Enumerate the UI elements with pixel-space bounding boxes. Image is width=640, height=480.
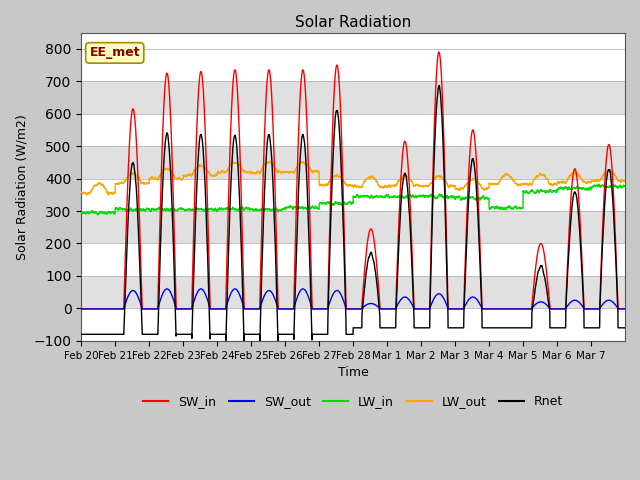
SW_out: [621, 306, 629, 312]
LW_out: [77, 190, 85, 195]
LW_in: [621, 183, 629, 189]
SW_out: [163, 286, 171, 292]
SW_in: [403, 143, 410, 149]
Rnet: [502, 325, 510, 331]
SW_out: [502, 306, 510, 312]
SW_in: [435, 49, 443, 55]
LW_out: [621, 178, 629, 184]
Line: SW_out: SW_out: [81, 289, 625, 309]
Legend: SW_in, SW_out, LW_in, LW_out, Rnet: SW_in, SW_out, LW_in, LW_out, Rnet: [138, 390, 568, 413]
LW_in: [77, 210, 85, 216]
Line: Rnet: Rnet: [81, 85, 625, 343]
SW_out: [529, 304, 537, 310]
SW_out: [373, 303, 381, 309]
LW_out: [502, 171, 510, 177]
SW_out: [543, 302, 551, 308]
Bar: [81, 243, 625, 276]
Y-axis label: Solar Radiation (W/m2): Solar Radiation (W/m2): [15, 114, 28, 260]
Title: Solar Radiation: Solar Radiation: [295, 15, 412, 30]
LW_out: [403, 173, 410, 179]
LW_out: [104, 192, 112, 198]
LW_in: [190, 207, 198, 213]
Rnet: [77, 331, 85, 337]
Bar: [81, 179, 625, 211]
Line: SW_in: SW_in: [81, 52, 625, 309]
Rnet: [435, 83, 443, 88]
LW_in: [529, 188, 537, 194]
LW_in: [502, 206, 510, 212]
Rnet: [190, 263, 198, 269]
Line: LW_in: LW_in: [81, 184, 625, 215]
SW_in: [543, 273, 551, 279]
Line: LW_out: LW_out: [81, 162, 625, 195]
Rnet: [529, 302, 537, 308]
SW_in: [373, 267, 381, 273]
LW_out: [543, 176, 551, 182]
LW_out: [190, 168, 198, 174]
LW_in: [94, 212, 102, 218]
Bar: [81, 211, 625, 243]
Rnet: [373, 285, 381, 290]
Bar: [81, 146, 625, 179]
LW_in: [403, 193, 410, 199]
Rnet: [274, 340, 282, 346]
Bar: [81, 81, 625, 114]
SW_out: [77, 306, 85, 312]
Bar: [81, 114, 625, 146]
SW_out: [403, 295, 410, 300]
SW_in: [502, 306, 510, 312]
Rnet: [403, 175, 410, 181]
LW_in: [543, 188, 551, 194]
SW_out: [190, 298, 198, 304]
LW_in: [373, 193, 381, 199]
LW_out: [529, 178, 537, 184]
SW_in: [621, 306, 629, 312]
SW_in: [77, 306, 85, 312]
SW_in: [190, 217, 198, 223]
SW_in: [529, 291, 537, 297]
LW_out: [297, 159, 305, 165]
Bar: [81, 276, 625, 308]
Text: EE_met: EE_met: [90, 47, 140, 60]
X-axis label: Time: Time: [338, 366, 369, 379]
Rnet: [621, 325, 629, 331]
LW_out: [374, 180, 381, 186]
Bar: [81, 308, 625, 341]
LW_in: [595, 181, 603, 187]
Bar: [81, 49, 625, 81]
Rnet: [543, 289, 551, 295]
